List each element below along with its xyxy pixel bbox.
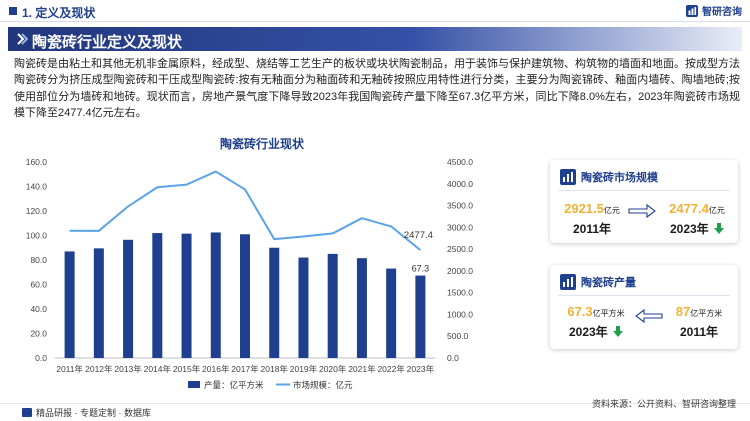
y-right-tick-label: 4500.0 <box>447 157 473 167</box>
bar-output <box>181 233 192 358</box>
card-divider <box>558 295 730 296</box>
output-2023-value: 67.3 <box>567 304 593 319</box>
x-tick-label: 2022年 <box>377 364 405 374</box>
footer-left: 精品研报 · 专题定制 · 数据库 <box>22 406 151 419</box>
legend-swatch-output <box>188 381 200 388</box>
output-2011-cell: 87亿平方米 2011年 <box>664 303 734 340</box>
y-right-tick-label: 1500.0 <box>447 288 473 298</box>
bar-output <box>210 232 221 358</box>
chart-icon <box>560 274 576 290</box>
y-right-tick-label: 1000.0 <box>447 309 473 319</box>
market-2011-value: 2921.5 <box>564 201 604 216</box>
output-2023-year: 2023年 <box>568 325 608 339</box>
bar-data-label: 67.3 <box>412 264 430 274</box>
x-tick-label: 2018年 <box>261 364 289 374</box>
output-2023-cell: 67.3亿平方米 2023年 <box>558 303 634 340</box>
header-divider <box>0 21 750 22</box>
source-note: 资料来源：公开资料、智研咨询整理 <box>591 399 736 409</box>
x-tick-label: 2020年 <box>319 364 347 374</box>
y-left-tick-label: 160.0 <box>26 157 48 167</box>
bar-output <box>269 247 280 358</box>
market-2011-year: 2011年 <box>572 222 612 236</box>
card-divider <box>558 190 730 191</box>
section-title: 1. 定义及现状 <box>22 6 96 20</box>
y-left-tick-label: 0.0 <box>35 353 47 363</box>
market-2023-value: 2477.4 <box>669 201 709 216</box>
x-tick-label: 2015年 <box>173 364 201 374</box>
bar-output <box>123 239 134 358</box>
y-left-tick-label: 80.0 <box>30 255 47 265</box>
bar-output <box>356 258 367 358</box>
output-2011-value: 87 <box>675 304 691 319</box>
x-tick-label: 2014年 <box>144 364 172 374</box>
card-title: 陶瓷砖产量 <box>581 277 636 289</box>
page-title: 陶瓷砖行业定义及现状 <box>32 34 183 51</box>
brand-name: 智研咨询 <box>702 7 742 18</box>
arrow-right-icon <box>628 204 656 218</box>
x-tick-label: 2023年 <box>407 364 435 374</box>
y-left-tick-label: 140.0 <box>26 182 48 192</box>
x-tick-label: 2019年 <box>290 364 318 374</box>
card-title: 陶瓷砖市场规模 <box>581 172 658 184</box>
line-data-label: 2477.4 <box>404 230 433 241</box>
brand: 智研咨询 <box>685 3 742 18</box>
y-right-tick-label: 3000.0 <box>447 222 473 232</box>
y-right-tick-label: 500.0 <box>447 331 469 341</box>
line-market-size <box>69 170 422 251</box>
bar-output <box>327 253 338 358</box>
market-size-card: 陶瓷砖市场规模 2921.5亿元 2011年 2477.4亿元 2023年 <box>550 160 738 243</box>
x-tick-label: 2021年 <box>348 364 376 374</box>
y-left-tick-label: 100.0 <box>26 231 48 241</box>
card-header: 陶瓷砖市场规模 <box>560 168 658 186</box>
y-right-tick-label: 0.0 <box>447 353 459 363</box>
bar-output <box>386 268 397 358</box>
legend-label-market: 市场规模：亿元 <box>293 380 353 390</box>
y-right-tick-label: 2500.0 <box>447 244 473 254</box>
y-left-tick-label: 120.0 <box>26 206 48 216</box>
chart-icon <box>560 169 576 185</box>
output-2011-year: 2011年 <box>679 325 719 339</box>
combo-chart: 0.0 20.0 40.0 60.0 80.0 100.0 120.0 140.0 160.0 0… <box>26 157 474 390</box>
y-left-tick-label: 40.0 <box>30 304 47 314</box>
y-right-tick-label: 2000.0 <box>447 266 473 276</box>
y-left-tick-label: 60.0 <box>30 280 47 290</box>
intro-paragraph: 陶瓷砖是由粘土和其他无机非金属原料，经成型、烧结等工艺生产的板状或块状陶瓷制品，… <box>14 58 740 120</box>
bar-output <box>298 257 309 358</box>
arrow-down-icon <box>613 326 624 337</box>
book-icon <box>22 408 32 417</box>
chart-title: 陶瓷砖行业现状 <box>219 137 304 151</box>
market-2011-unit: 亿元 <box>603 206 620 215</box>
x-tick-label: 2017年 <box>231 364 259 374</box>
output-2011-unit: 亿平方米 <box>690 309 723 318</box>
x-tick-label: 2013年 <box>114 364 142 374</box>
output-card: 陶瓷砖产量 67.3亿平方米 2023年 87亿平方米 2011年 <box>550 265 738 349</box>
section-marker-icon <box>9 7 17 15</box>
bar-output <box>152 233 163 358</box>
arrow-left-icon <box>635 309 663 323</box>
output-2023-unit: 亿平方米 <box>592 309 625 318</box>
arrow-down-icon <box>714 223 725 234</box>
bar-output <box>415 275 426 358</box>
footer-tagline: 精品研报 · 专题定制 · 数据库 <box>36 408 151 418</box>
market-2023-unit: 亿元 <box>708 206 725 215</box>
brand-logo-icon <box>686 4 698 17</box>
market-2023-cell: 2477.4亿元 2023年 <box>658 200 736 237</box>
chevron-right-icon <box>17 33 28 45</box>
x-tick-label: 2016年 <box>202 364 230 374</box>
bar-output <box>64 251 75 358</box>
bar-output <box>240 234 250 358</box>
y-right-tick-label: 3500.0 <box>447 201 473 211</box>
title-banner: 陶瓷砖行业定义及现状 <box>8 27 742 51</box>
y-right-tick-label: 4000.0 <box>447 179 473 189</box>
y-left-tick-label: 20.0 <box>30 329 47 339</box>
legend-label-output: 产量：亿平方米 <box>204 380 264 390</box>
top-bar: 1. 定义及现状 智研咨询 <box>0 0 750 22</box>
footer-divider <box>0 403 750 404</box>
x-tick-label: 2012年 <box>85 364 113 374</box>
bar-output <box>93 248 104 358</box>
market-2023-year: 2023年 <box>669 222 709 236</box>
x-tick-label: 2011年 <box>56 364 83 374</box>
card-header: 陶瓷砖产量 <box>560 273 636 291</box>
market-2011-cell: 2921.5亿元 2011年 <box>556 200 628 237</box>
